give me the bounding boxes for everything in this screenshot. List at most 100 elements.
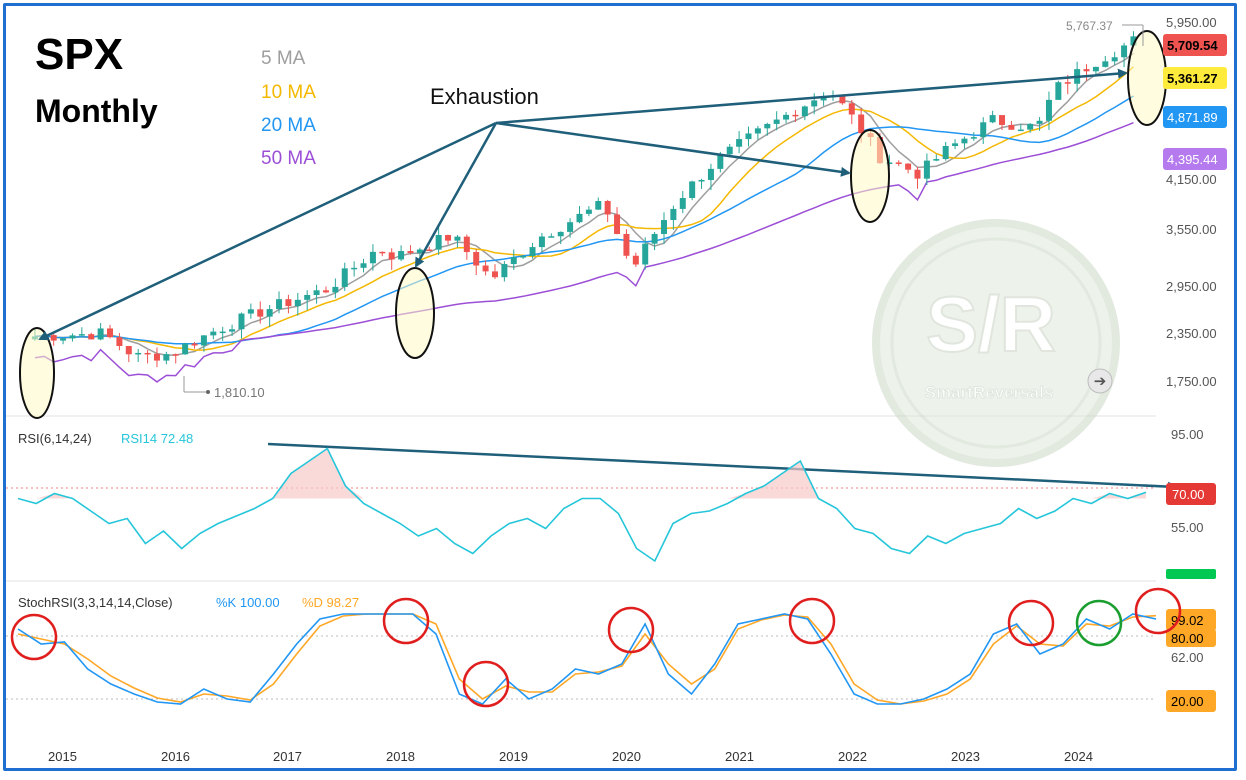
candle-body [398, 251, 405, 260]
candle-body [482, 265, 489, 272]
candle-body [360, 263, 367, 268]
candle-body [595, 201, 602, 210]
ticker-title: SPX [35, 30, 123, 79]
candle-body [416, 249, 423, 254]
scroll-right-icon[interactable]: ➔ [1087, 368, 1113, 394]
candle-body [1083, 69, 1090, 72]
candle-body [736, 139, 743, 147]
chart-canvas: S/R SmartReversals ➔ Exhaustion SPX Mont… [6, 15, 1227, 764]
candle-body [247, 309, 254, 314]
candle-body [116, 337, 123, 347]
candle-body [698, 179, 705, 182]
price-label-ma20: 4,871.89 [1167, 110, 1218, 125]
candle-body [651, 233, 658, 244]
candle-body [1045, 99, 1052, 121]
x-tick: 2024 [1064, 749, 1093, 764]
price-tick: 3,550.00 [1166, 222, 1217, 237]
watermark-logo: S/R SmartReversals [872, 219, 1120, 467]
candle-body [463, 236, 470, 253]
candle-body [60, 338, 67, 341]
candle-body [811, 100, 818, 107]
stoch-label-20: 20.00 [1171, 694, 1204, 709]
candle-body [351, 267, 358, 270]
candle-body [78, 334, 85, 336]
price-label-bg [1163, 34, 1227, 56]
rsi-tick-95: 95.00 [1171, 427, 1204, 442]
candle-body [895, 162, 902, 164]
candle-body [614, 214, 621, 234]
candle-body [1121, 45, 1128, 58]
candle-body [538, 236, 545, 248]
exhaustion-label: Exhaustion [430, 84, 539, 109]
rsi-divergence-arrow [267, 442, 1178, 492]
candle-body [942, 145, 949, 160]
candle-body [557, 231, 564, 237]
rsi-line [17, 447, 1147, 563]
candle-body [163, 354, 170, 361]
candle-body [623, 233, 630, 256]
candle-body [1027, 123, 1034, 130]
candle-body [313, 290, 320, 295]
candle-body [905, 163, 912, 170]
candle-body [1111, 57, 1118, 62]
price-axis: 5,950.00 4,150.00 3,550.00 2,950.00 2,35… [1166, 15, 1217, 389]
watermark-logo-text: S/R [926, 280, 1056, 368]
candle-body [322, 290, 329, 293]
arrow-to-2022 [495, 121, 851, 177]
candle-body [69, 335, 76, 339]
candle-body [294, 299, 301, 307]
candle-body [642, 243, 649, 265]
candle-body [848, 103, 855, 115]
candle-body [961, 138, 968, 144]
x-tick: 2019 [499, 749, 528, 764]
candle-body [754, 128, 761, 134]
candle-body [172, 354, 179, 356]
ma-legend-10: 10 MA [261, 82, 316, 103]
candle-body [369, 251, 376, 264]
x-axis: 2015 2016 2017 2018 2019 2020 2021 2022 … [48, 749, 1093, 764]
candle-body [820, 96, 827, 101]
ma-legend-50: 50 MA [261, 148, 316, 169]
stoch-peak-circle [1007, 599, 1055, 647]
candle-body [548, 236, 555, 238]
candle-body [952, 143, 959, 146]
watermark-brand-text: SmartReversals [925, 383, 1054, 402]
rsi-tick-55: 55.00 [1171, 520, 1204, 535]
stoch-circles [10, 587, 1182, 708]
x-tick: 2022 [838, 749, 867, 764]
candle-body [529, 247, 536, 257]
candle-body [839, 95, 846, 104]
stoch-label-bg [1166, 690, 1216, 712]
candle-body [379, 251, 386, 254]
price-label-last: 5,709.54 [1167, 38, 1218, 53]
stoch-k-line [17, 613, 1157, 705]
exhaustion-ellipse-2024 [1127, 30, 1167, 126]
arrow-to-2024 [495, 68, 1128, 125]
timeframe-title: Monthly [35, 93, 158, 129]
candle-body [858, 114, 865, 134]
candle-body [707, 168, 714, 180]
x-tick: 2020 [612, 749, 641, 764]
stoch-d-line [17, 613, 1157, 705]
low-annotation: 1,810.10 [214, 385, 265, 400]
candle-body [182, 343, 189, 355]
ma10-line [34, 66, 1134, 351]
candle-body [567, 222, 574, 232]
ma50-line [34, 122, 1134, 383]
candle-body [520, 256, 527, 258]
stoch-peak-circle [10, 613, 58, 661]
candle-body [107, 328, 114, 338]
exhaustion-ellipse-2018 [395, 267, 435, 359]
high-annotation: 5,767.37 [1066, 19, 1113, 33]
price-tick: 4,150.00 [1166, 172, 1217, 187]
candle-body [257, 309, 264, 317]
candle-body [200, 335, 207, 346]
candle-body [285, 299, 292, 307]
arrow-to-2018 [414, 122, 498, 268]
candle-body [1036, 120, 1043, 124]
candle-body [473, 252, 480, 266]
x-tick: 2023 [951, 749, 980, 764]
candle-body [970, 137, 977, 139]
stoch-legend-k: %K 100.00 [216, 595, 280, 610]
x-tick: 2015 [48, 749, 77, 764]
